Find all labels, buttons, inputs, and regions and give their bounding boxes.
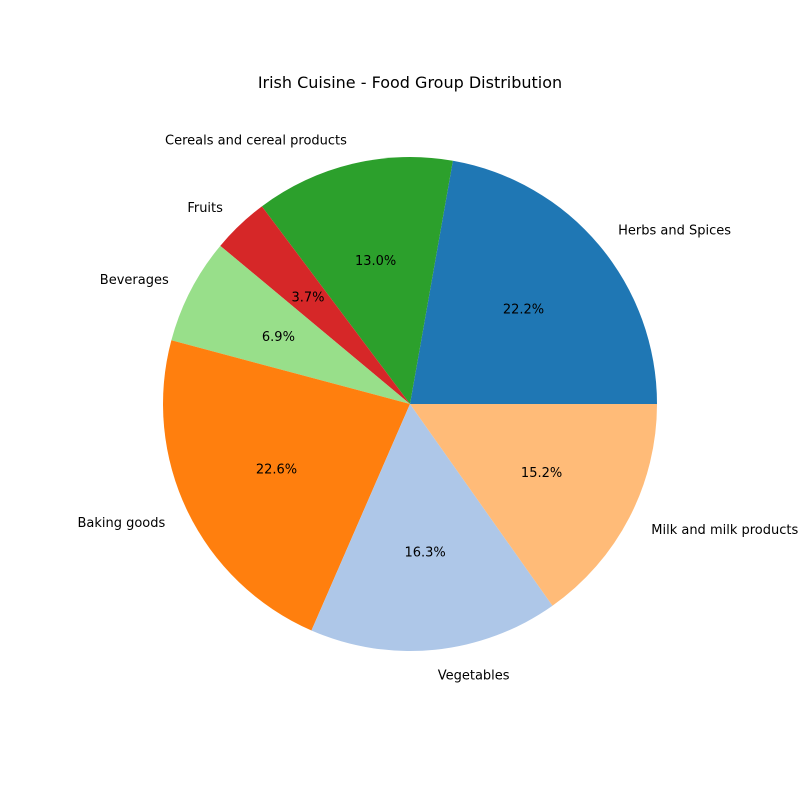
pie-slice-vegetables — [311, 404, 553, 651]
slice-label-baking-goods: Baking goods — [77, 516, 165, 531]
slice-label-cereals-and-cereal-products: Cereals and cereal products — [165, 134, 347, 149]
slice-label-fruits: Fruits — [187, 201, 223, 216]
pie-slice-herbs-and-spices — [410, 160, 657, 404]
pie-slice-beverages — [171, 245, 410, 404]
pct-label-vegetables: 16.3% — [404, 545, 445, 560]
pct-label-cereals-and-cereal-products: 13.0% — [355, 254, 396, 269]
pie-slice-milk-and-milk-products — [410, 404, 657, 606]
slice-label-milk-and-milk-products: Milk and milk products — [651, 523, 798, 538]
pie-slice-baking-goods — [163, 340, 410, 631]
chart-title: Irish Cuisine - Food Group Distribution — [258, 73, 562, 92]
pct-label-milk-and-milk-products: 15.2% — [521, 466, 562, 481]
pct-label-baking-goods: 22.6% — [256, 462, 297, 477]
pie-slices — [163, 156, 657, 651]
pie-labels: Herbs and Spices 22.2% Cereals and cereal … — [77, 134, 798, 684]
pct-label-herbs-and-spices: 22.2% — [503, 303, 544, 318]
pct-label-beverages: 6.9% — [262, 330, 295, 345]
pie-slice-fruits — [220, 206, 410, 404]
slice-label-vegetables: Vegetables — [438, 668, 510, 683]
pct-label-fruits: 3.7% — [291, 291, 324, 306]
slice-label-herbs-and-spices: Herbs and Spices — [618, 223, 731, 238]
pie-slice-cereals-and-cereal-products — [261, 156, 453, 404]
slice-label-beverages: Beverages — [100, 273, 169, 288]
